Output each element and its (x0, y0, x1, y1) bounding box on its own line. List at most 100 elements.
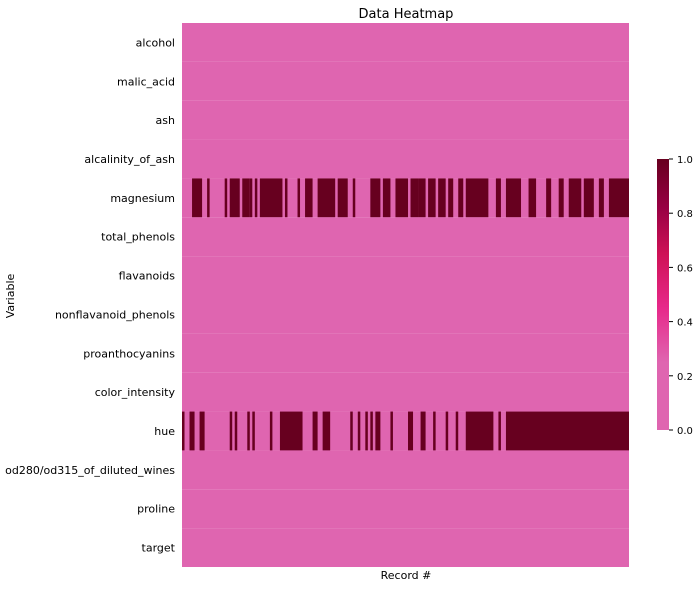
y-tick-label: magnesium (110, 192, 175, 205)
heatmap-cell-run (357, 411, 361, 451)
heatmap-cell-run (229, 178, 240, 218)
colorbar-tick-label: 0.8 (677, 209, 693, 220)
heatmap-row-flavanoids (182, 256, 629, 295)
heatmap-cell-run (568, 178, 582, 218)
y-tick-label: total_phenols (101, 231, 175, 244)
y-tick-label: flavanoids (119, 270, 176, 283)
heatmap-cell-run (224, 178, 228, 218)
heatmap-row-od280-od315-of-diluted-wines (182, 450, 629, 490)
heatmap-cell-run (352, 178, 356, 218)
y-tick-label: malic_acid (117, 75, 175, 88)
heatmap-cell-run (455, 411, 459, 451)
heatmap-cell-run (297, 178, 301, 218)
heatmap-cell-run (337, 178, 348, 218)
colorbar: 0.0 0.2 0.4 0.6 0.8 1.0 (657, 155, 693, 437)
heatmap-cell-run (370, 178, 381, 218)
heatmap-cell-run (234, 411, 238, 451)
heatmap-cell-run (269, 411, 273, 451)
heatmap-cell-run (317, 178, 336, 218)
y-tick-label: color_intensity (95, 386, 176, 399)
y-tick-label: proanthocyanins (83, 347, 175, 360)
heatmap-cell-run (448, 178, 454, 218)
heatmap-cell-run (350, 411, 353, 451)
heatmap-cell-run (189, 411, 195, 451)
heatmap-cell-run (284, 178, 288, 218)
heatmap-cell-run (505, 411, 629, 451)
heatmap-cell-run (322, 411, 331, 451)
heatmap-cell-run (445, 411, 449, 451)
heatmap-cell-run (305, 178, 313, 218)
heatmap-cell-run (199, 411, 205, 451)
heatmap-row-target (182, 528, 629, 567)
y-tick-label: hue (154, 425, 175, 438)
heatmap-cell-run (182, 411, 185, 451)
heatmap-cell-run (583, 178, 594, 218)
heatmap-cell-run (465, 178, 489, 218)
y-axis-label: Variable (4, 274, 17, 319)
heatmap-cell-run (375, 411, 381, 451)
heatmap-cell-run (528, 178, 537, 218)
heatmap-row-proline (182, 489, 629, 529)
heatmap-cell-run (247, 411, 250, 451)
y-tick-label: alcohol (136, 36, 175, 49)
heatmap-cell-run (365, 411, 368, 451)
colorbar-tick-label: 1.0 (677, 155, 693, 166)
x-axis-label: Record # (381, 569, 432, 582)
heatmap-cell-run (498, 411, 501, 451)
y-tick-label: ash (156, 114, 175, 127)
heatmap-cell-run (382, 178, 391, 218)
heatmap-cell-run (395, 178, 409, 218)
heatmap-cell-run (546, 178, 552, 218)
heatmap-cell-run (465, 411, 494, 451)
heatmap-row-ash (182, 100, 629, 140)
heatmap-row-color-intensity (182, 372, 629, 412)
heatmap-cell-run (254, 178, 258, 218)
heatmap-row-total-phenols (182, 217, 629, 257)
heatmap-cell-run (458, 178, 464, 218)
heatmap-cell-run (428, 178, 436, 218)
colorbar-tick-label: 0.6 (677, 263, 693, 274)
heatmap-cell-run (370, 411, 373, 451)
y-tick-label: od280/od315_of_diluted_wines (5, 464, 175, 477)
heatmap-cell-run (279, 411, 303, 451)
y-tick-label: proline (137, 503, 175, 516)
colorbar-tick-label: 0.0 (677, 426, 693, 437)
heatmap-cells (182, 23, 629, 567)
heatmap-cell-run (242, 178, 250, 218)
chart-title: Data Heatmap (359, 7, 454, 22)
heatmap-row-malic-acid (182, 61, 629, 101)
colorbar-tick-label: 0.4 (677, 318, 693, 329)
heatmap-row-nonflavanoid-phenols (182, 295, 629, 334)
heatmap-row-alcalinity-of-ash (182, 139, 629, 179)
heatmap-cell-run (420, 411, 426, 451)
colorbar-tick-label: 0.2 (677, 372, 693, 383)
colorbar-gradient (657, 159, 669, 430)
heatmap-cell-run (495, 178, 501, 218)
heatmap-cell-run (410, 178, 419, 218)
heatmap-cell-run (192, 178, 203, 218)
colorbar-ticks: 0.0 0.2 0.4 0.6 0.8 1.0 (669, 155, 693, 437)
heatmap-cell-run (608, 178, 629, 218)
y-tick-label: nonflavanoid_phenols (55, 308, 175, 321)
heatmap-cell-run (558, 178, 564, 218)
heatmap-cell-run (505, 178, 522, 218)
heatmap-cell-run (249, 178, 253, 218)
heatmap-cell-run (438, 178, 446, 218)
heatmap-cell-run (408, 411, 414, 451)
heatmap-cell-run (207, 178, 210, 218)
heatmap-cell-run (433, 411, 436, 451)
heatmap-row-alcohol (182, 23, 629, 62)
y-tick-label: alcalinity_of_ash (84, 153, 175, 166)
y-tick-label: target (142, 542, 176, 555)
heatmap-cell-run (252, 411, 255, 451)
heatmap-row-proanthocyanins (182, 333, 629, 373)
heatmap-cell-run (259, 178, 283, 218)
heatmap-cell-run (312, 411, 318, 451)
heatmap-cell-run (390, 411, 393, 451)
heatmap-cell-run (229, 411, 233, 451)
heatmap-cell-run (418, 178, 426, 218)
heatmap-cell-run (598, 178, 604, 218)
